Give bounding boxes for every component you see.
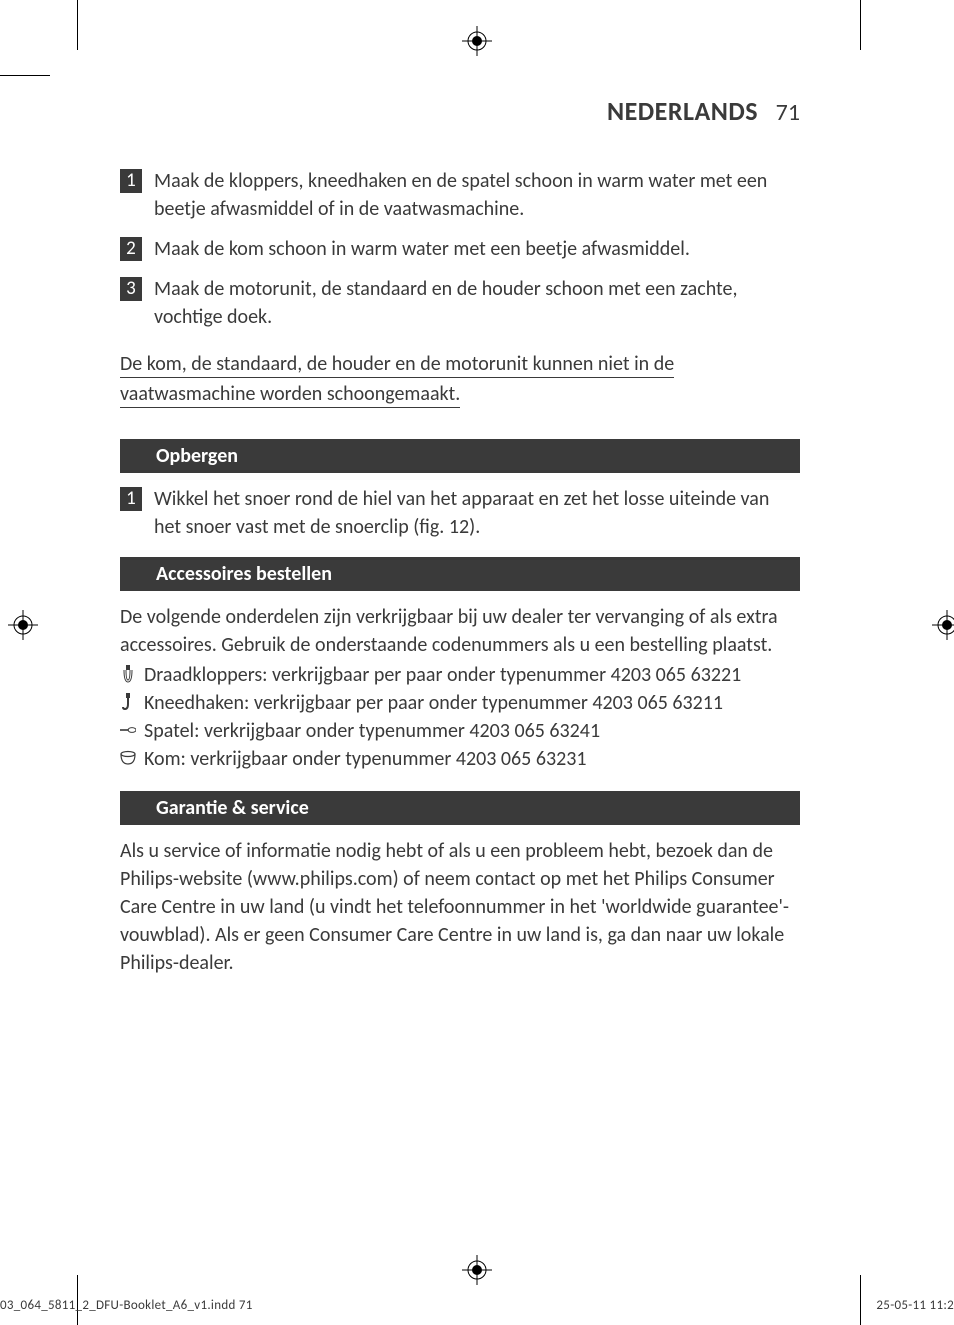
warning-line: vaatwasmachine worden schoongemaakt. xyxy=(120,382,460,408)
accessory-item: Spatel: verkrijgbaar onder typenummer 42… xyxy=(120,717,800,745)
section-heading-storage: Opbergen xyxy=(120,439,800,473)
accessory-item: Kneedhaken: verkrijgbaar per paar onder … xyxy=(120,689,800,717)
numbered-step: 2 Maak de kom schoon in warm water met ee… xyxy=(120,235,800,263)
warranty-body: Als u service of informatie nodig hebt o… xyxy=(120,837,800,977)
accessory-text: Kneedhaken: verkrijgbaar per paar onder … xyxy=(144,689,800,717)
warning-text: De kom, de standaard, de houder en de mo… xyxy=(120,349,800,409)
accessory-text: Kom: verkrijgbaar onder typenummer 4203 … xyxy=(144,745,800,773)
registration-mark-icon xyxy=(462,26,492,56)
registration-mark-icon xyxy=(8,610,38,640)
section-heading-accessories: Accessoires bestellen xyxy=(120,557,800,591)
step-text: Wikkel het snoer rond de hiel van het ap… xyxy=(154,485,800,541)
section-heading-warranty: Garantie & service xyxy=(120,791,800,825)
accessories-intro: De volgende onderdelen zijn verkrijgbaar… xyxy=(120,603,800,659)
step-number-badge: 3 xyxy=(120,277,142,301)
footer-datetime: 25-05-11 11:2 xyxy=(876,1298,954,1313)
page-content: NEDERLANDS 71 1 Maak de kloppers, kneedha… xyxy=(120,95,800,979)
warning-line: De kom, de standaard, de houder en de mo… xyxy=(120,352,674,378)
crop-mark xyxy=(860,1275,861,1325)
step-number-badge: 1 xyxy=(120,169,142,193)
crop-mark xyxy=(77,0,78,50)
page-header: NEDERLANDS 71 xyxy=(120,95,800,127)
bowl-icon xyxy=(120,745,144,773)
step-text: Maak de kloppers, kneedhaken en de spate… xyxy=(154,167,800,223)
whisk-icon xyxy=(120,661,144,689)
step-number-badge: 1 xyxy=(120,487,142,511)
step-text: Maak de kom schoon in warm water met een… xyxy=(154,235,800,263)
accessory-item: Draadkloppers: verkrijgbaar per paar ond… xyxy=(120,661,800,689)
hook-icon xyxy=(120,689,144,717)
registration-mark-icon xyxy=(932,610,954,640)
step-number-badge: 2 xyxy=(120,237,142,261)
numbered-step: 1 Wikkel het snoer rond de hiel van het a… xyxy=(120,485,800,541)
numbered-step: 3 Maak de motorunit, de standaard en de h… xyxy=(120,275,800,331)
footer-filename: 03_064_5811_2_DFU-Booklet_A6_v1.indd 71 xyxy=(0,1298,253,1313)
language-label: NEDERLANDS xyxy=(607,95,758,127)
step-text: Maak de motorunit, de standaard en de ho… xyxy=(154,275,800,331)
accessory-text: Spatel: verkrijgbaar onder typenummer 42… xyxy=(144,717,800,745)
registration-mark-icon xyxy=(462,1255,492,1285)
crop-mark xyxy=(860,0,861,50)
accessory-text: Draadkloppers: verkrijgbaar per paar ond… xyxy=(144,661,800,689)
spatula-icon xyxy=(120,717,144,745)
numbered-step: 1 Maak de kloppers, kneedhaken en de spat… xyxy=(120,167,800,223)
crop-mark xyxy=(0,75,50,76)
page-number: 71 xyxy=(776,98,800,127)
accessory-item: Kom: verkrijgbaar onder typenummer 4203 … xyxy=(120,745,800,773)
